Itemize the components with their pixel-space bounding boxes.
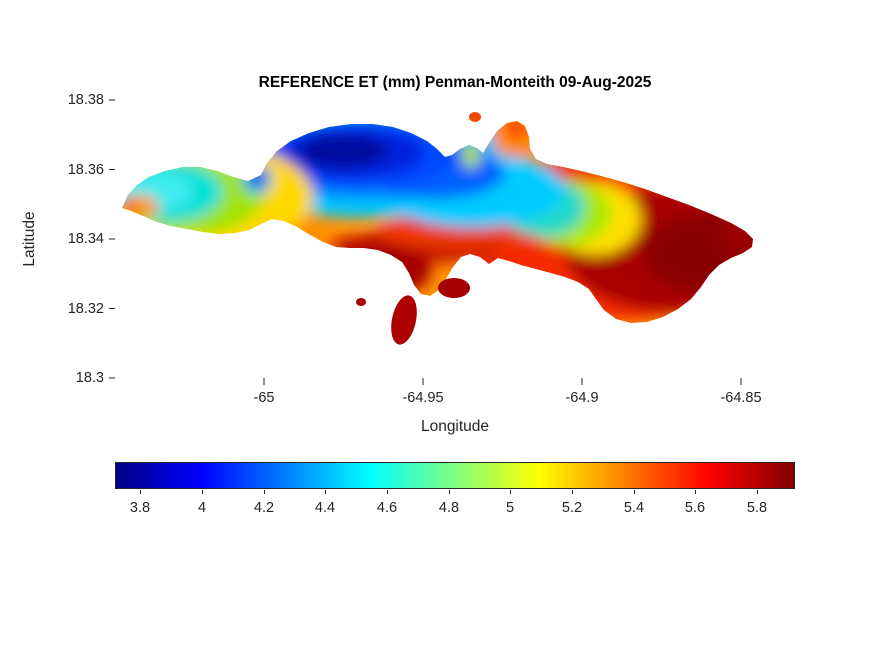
offshore-islet-south-tiny — [356, 298, 366, 306]
colorbar-tick-label: 5.2 — [561, 500, 583, 516]
y-tick-label: 18.32 — [67, 300, 104, 317]
plot-area — [109, 99, 753, 385]
colorbar-tick-label: 5.6 — [684, 500, 706, 516]
colorbar-tick-label: 4 — [197, 500, 207, 516]
colorbar-tick-label: 5 — [505, 500, 515, 516]
colorbar — [115, 462, 795, 489]
x-tick-label: -65 — [253, 390, 275, 406]
colorbar-tick-label: 5.4 — [623, 500, 645, 516]
colorbar-tick-label: 4.2 — [253, 500, 275, 516]
colorbar-tick-label: 5.8 — [746, 500, 768, 516]
offshore-islet-south-large — [391, 295, 417, 345]
x-tick-label: -64.95 — [402, 390, 444, 406]
y-tick-label: 18.36 — [67, 161, 104, 178]
chart-title: REFERENCE ET (mm) Penman-Monteith 09-Aug… — [258, 74, 652, 91]
island-contour-map — [122, 112, 753, 345]
colorbar-tick-label: 4.6 — [376, 500, 398, 516]
colorbar-tick-label: 4.8 — [438, 500, 460, 516]
y-axis-label: Latitude — [21, 211, 38, 267]
y-tick-label: 18.34 — [67, 231, 104, 247]
x-tick-label: -64.9 — [565, 390, 599, 406]
y-tick-label: 18.3 — [75, 370, 104, 386]
x-axis-label: Longitude — [420, 418, 490, 435]
colorbar-tick-label: 4.4 — [314, 500, 336, 516]
axis-tick-marks — [109, 99, 742, 385]
x-tick-label: -64.85 — [720, 390, 762, 406]
offshore-islet-south-small — [438, 278, 470, 298]
colorbar-tick-label: 3.8 — [129, 500, 151, 516]
offshore-islet-northeast — [469, 112, 481, 122]
y-tick-label: 18.38 — [67, 92, 104, 108]
